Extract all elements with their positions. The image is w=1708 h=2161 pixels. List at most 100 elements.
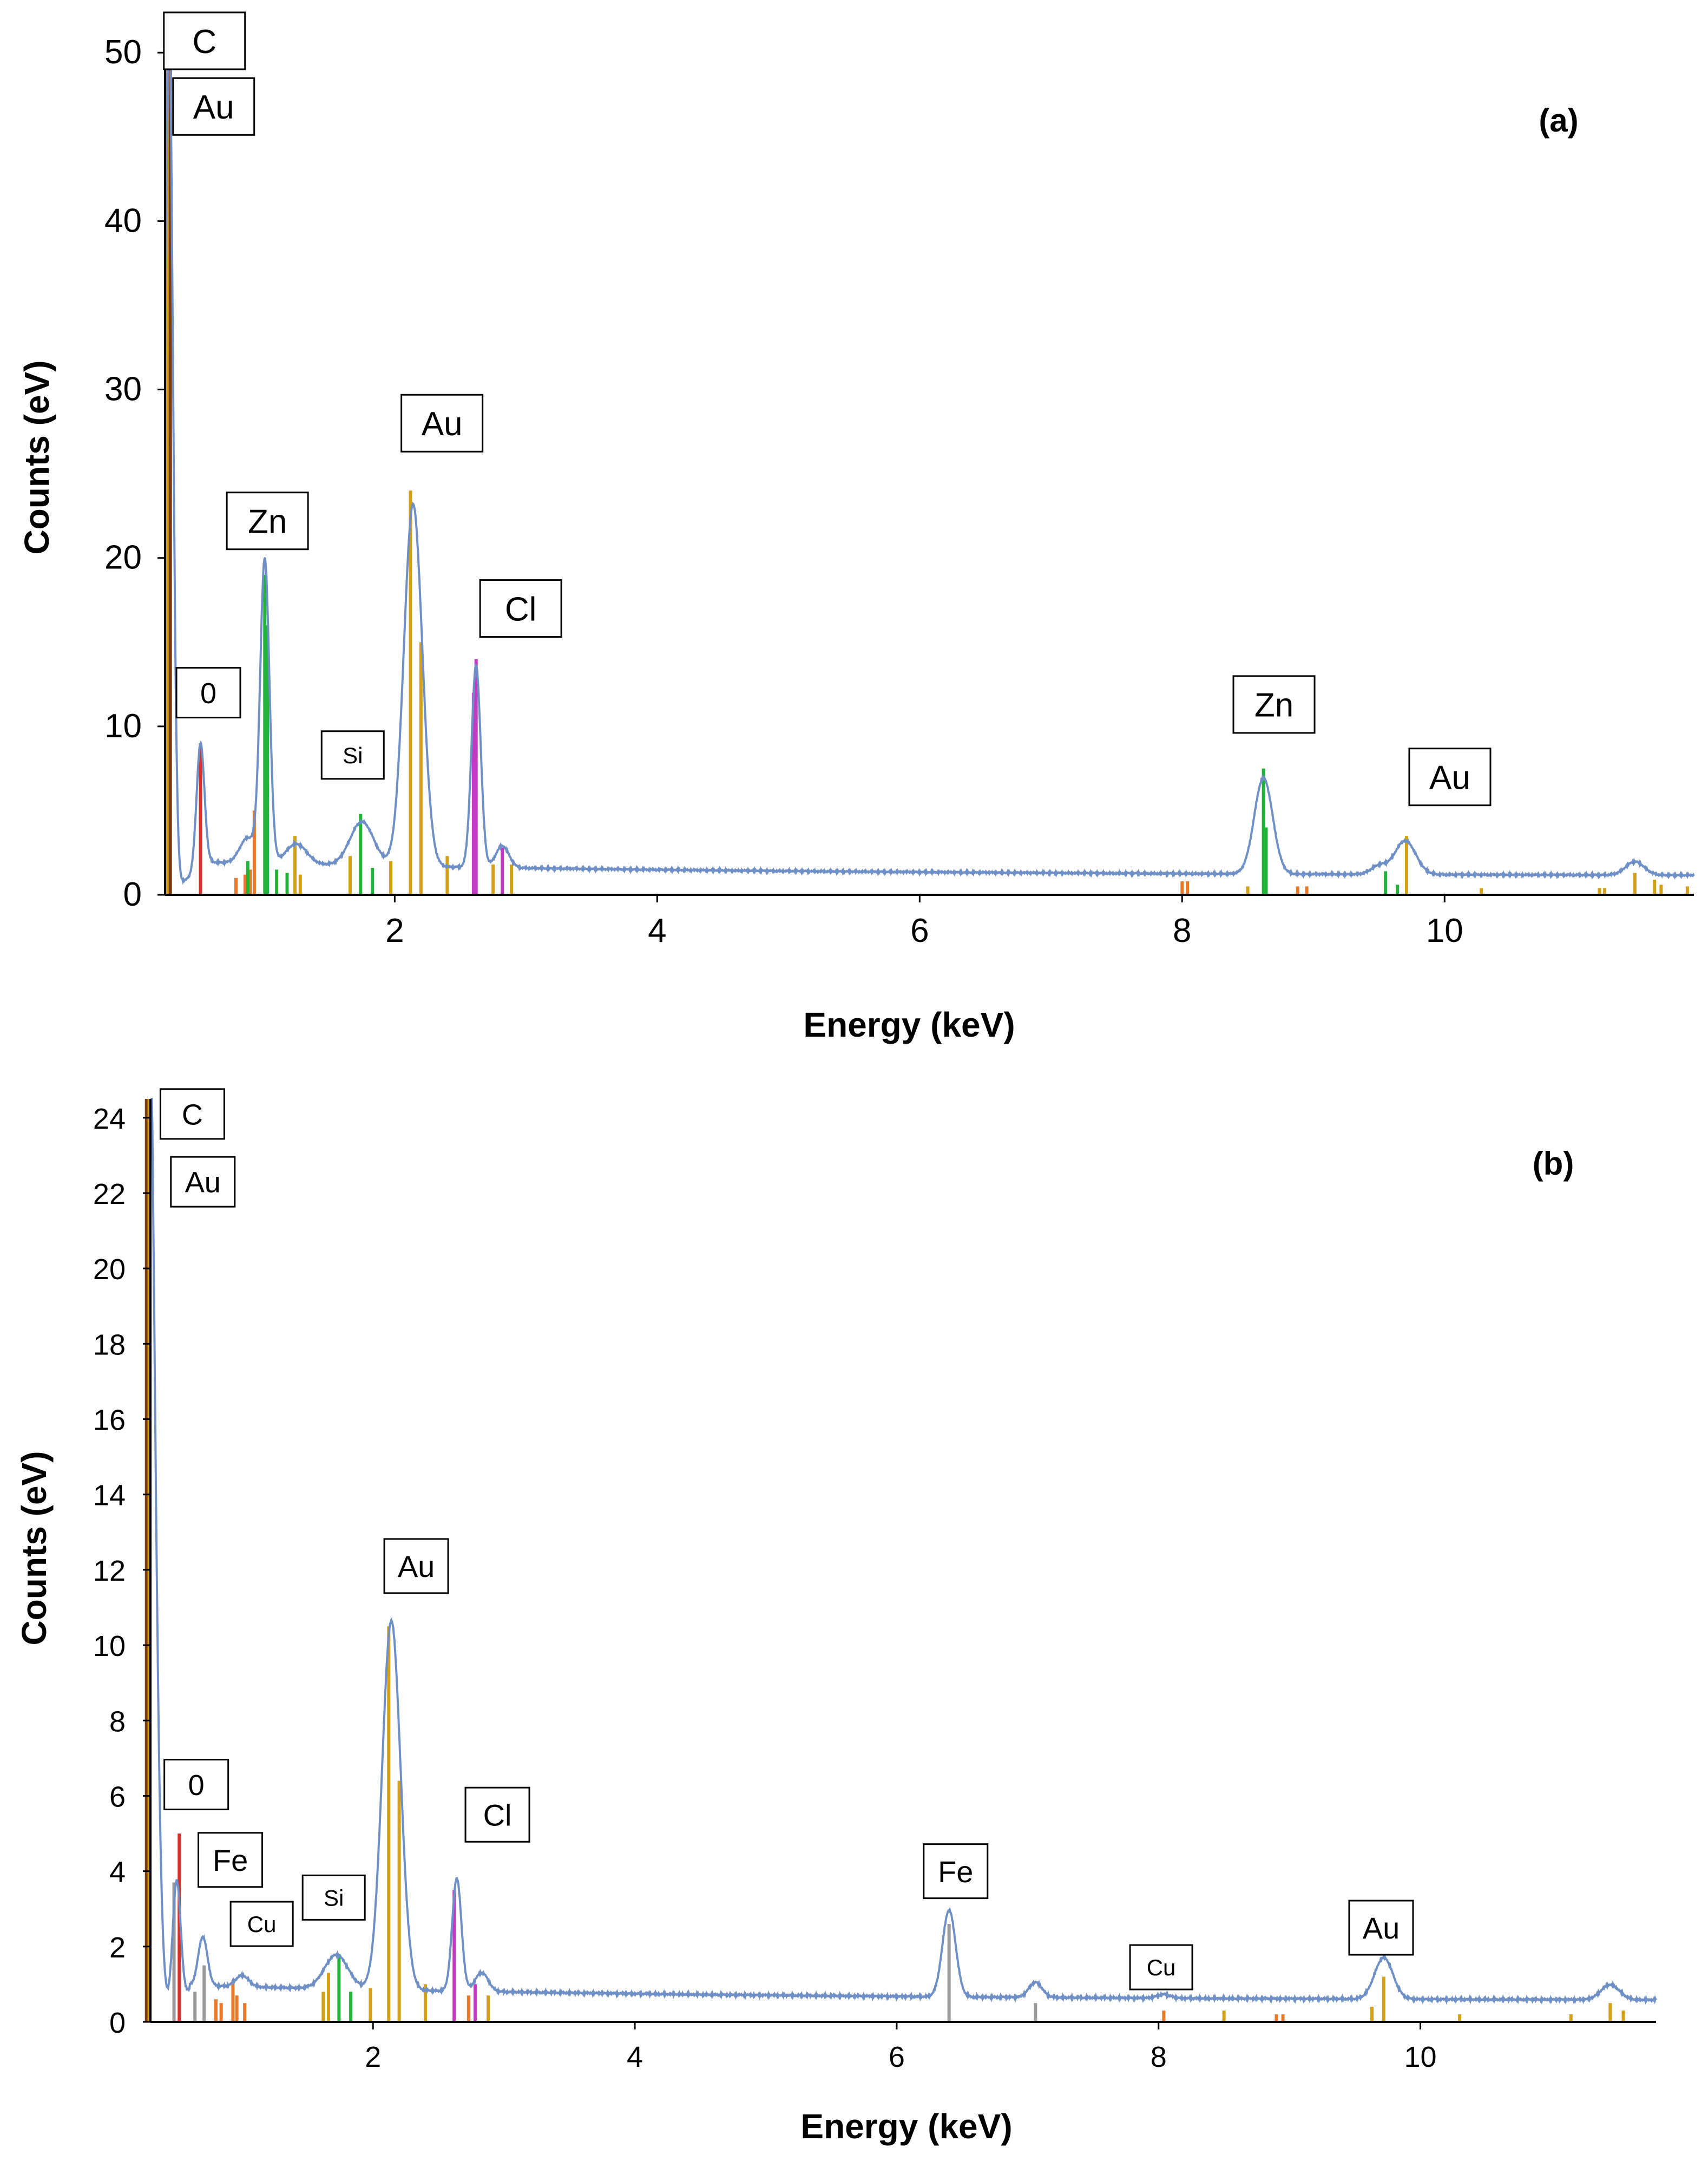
element-label-box: [1408, 748, 1492, 807]
y-tick-label: 24: [93, 1103, 126, 1135]
element-label-au: Au: [170, 1156, 236, 1208]
x-tick-label: 2: [385, 912, 404, 949]
x-axis-label-b: Energy (keV): [800, 2107, 1012, 2146]
element-label-au: Au: [172, 77, 255, 136]
panel-label-b: (b): [1533, 1145, 1574, 1182]
element-label-box: [479, 579, 562, 638]
element-label-box: [226, 492, 309, 551]
element-label-box: [464, 1786, 530, 1843]
element-label-si: Si: [301, 1874, 366, 1921]
element-label-au: Au: [1408, 748, 1492, 807]
element-label-text: C: [192, 23, 216, 61]
y-tick-label: 0: [123, 876, 142, 913]
element-label-box: [159, 1088, 225, 1140]
spectrum-b-group: [150, 1098, 1657, 2005]
y-tick-label: 40: [104, 202, 142, 239]
y-tick-label: 20: [93, 1253, 126, 1286]
y-tick-label: 0: [109, 2007, 126, 2039]
y-tick-label: 10: [104, 708, 142, 745]
element-markers-a: [166, 19, 1689, 895]
element-label-text: Si: [324, 1885, 344, 1910]
y-tick-label: 14: [93, 1479, 126, 1512]
element-label-box: [1232, 675, 1316, 734]
element-label-fe: Fe: [923, 1843, 989, 1900]
element-label-text: Zn: [248, 503, 287, 541]
element-label-box: [383, 1538, 449, 1594]
x-tick-label: 10: [1404, 2041, 1437, 2073]
element-label-text: Au: [193, 89, 234, 126]
element-label-0: 0: [175, 667, 241, 719]
element-label-0: 0: [163, 1759, 229, 1811]
element-label-box: [320, 730, 385, 780]
y-tick-label: 4: [109, 1856, 126, 1889]
element-label-zn: Zn: [226, 492, 309, 551]
y-tick-label: 18: [93, 1328, 126, 1361]
element-label-box: [198, 1832, 264, 1888]
element-label-box: [400, 394, 484, 453]
element-label-box: [1348, 1900, 1414, 1956]
element-label-text: Au: [1429, 759, 1470, 797]
x-tick-label: 8: [1151, 2041, 1167, 2073]
spectrum-a-group: [164, 18, 1695, 885]
element-label-box: [163, 1759, 229, 1811]
spectrum-line: [164, 18, 1695, 885]
x-tick-label: 8: [1173, 912, 1191, 949]
element-label-box: [163, 11, 246, 70]
y-tick-label: 50: [104, 34, 142, 71]
element-annotations-b: C Au 0 Fe Cu Si Au Cl Fe Cu Au: [159, 1088, 1414, 1990]
y-ticks-a: 0 10 20 30 40 50: [104, 34, 165, 913]
y-tick-label: 22: [93, 1178, 126, 1210]
element-label-au: Au: [383, 1538, 449, 1594]
y-axis-label-a: Counts (eV): [17, 360, 56, 554]
element-label-si: Si: [320, 730, 385, 780]
y-tick-label: 6: [109, 1780, 126, 1813]
element-label-text: Cl: [483, 1798, 512, 1832]
y-tick-label: 12: [93, 1555, 126, 1587]
x-axis-label-a: Energy (keV): [803, 1005, 1015, 1044]
element-label-c: C: [163, 11, 246, 70]
element-label-cu: Cu: [1129, 1944, 1193, 1990]
element-label-text: Au: [1363, 1911, 1400, 1945]
x-tick-label: 2: [365, 2041, 381, 2073]
element-label-box: [301, 1874, 366, 1921]
x-tick-label: 6: [889, 2041, 905, 2073]
spectrum-line: [150, 1098, 1657, 2005]
element-label-text: Cu: [1147, 1955, 1176, 1980]
element-label-c: C: [159, 1088, 225, 1140]
x-tick-label: 10: [1426, 912, 1463, 949]
element-label-box: [170, 1156, 236, 1208]
element-label-cu: Cu: [229, 1901, 294, 1947]
element-label-text: C: [182, 1098, 203, 1131]
x-tick-label: 4: [627, 2041, 643, 2073]
element-label-box: [923, 1843, 989, 1900]
element-label-text: Au: [422, 405, 463, 443]
y-tick-label: 20: [104, 539, 142, 577]
y-tick-label: 2: [109, 1931, 126, 1964]
element-label-text: Zn: [1254, 687, 1293, 724]
panel-label-a: (a): [1539, 102, 1578, 139]
element-label-text: 0: [188, 1769, 205, 1802]
x-tick-label: 4: [648, 912, 666, 949]
element-label-text: Si: [343, 743, 363, 768]
y-axis-label-b: Counts (eV): [15, 1451, 54, 1645]
x-ticks-b: 2 4 6 8 10: [365, 2022, 1437, 2073]
element-label-text: Fe: [213, 1843, 248, 1877]
element-label-box: [172, 77, 255, 136]
element-label-box: [175, 667, 241, 719]
element-label-box: [229, 1901, 294, 1947]
element-label-zn: Zn: [1232, 675, 1316, 734]
element-annotations-a: C Au 0 Zn Si Au Cl Zn Au: [163, 11, 1492, 807]
element-label-text: Au: [398, 1549, 435, 1583]
x-tick-label: 6: [910, 912, 929, 949]
element-label-au: Au: [1348, 1900, 1414, 1956]
element-label-box: [1129, 1944, 1193, 1990]
element-label-cl: Cl: [479, 579, 562, 638]
element-label-text: 0: [200, 677, 216, 710]
element-label-cl: Cl: [464, 1786, 530, 1843]
element-label-au: Au: [400, 394, 484, 453]
y-tick-label: 30: [104, 371, 142, 408]
